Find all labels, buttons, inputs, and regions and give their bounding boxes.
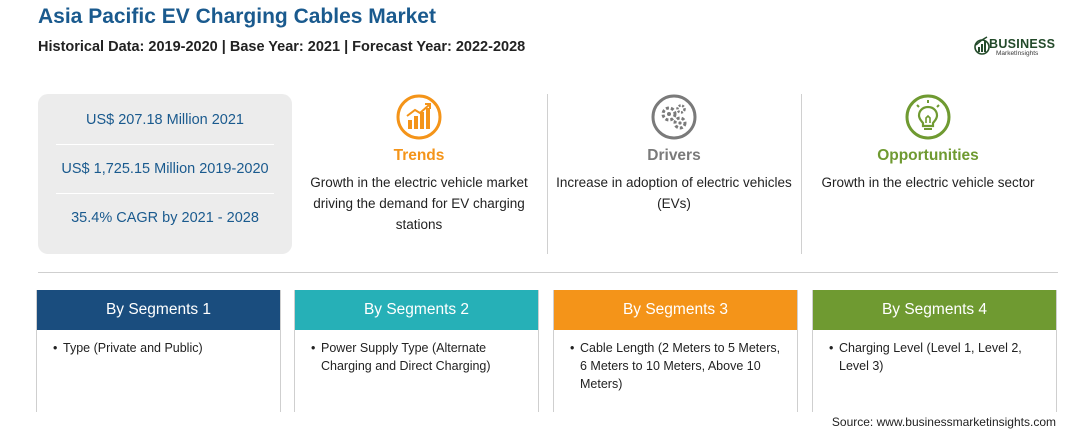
bullet: •: [311, 341, 316, 355]
lightbulb-icon: [905, 94, 951, 140]
feature-label: Trends: [393, 147, 445, 164]
segment-body: • Power Supply Type (Alternate Charging …: [295, 330, 538, 375]
segment-title: By Segments 1: [37, 290, 280, 330]
page-subtitle: Historical Data: 2019-2020 | Base Year: …: [38, 39, 526, 55]
feature-text: Increase in adoption of electric vehicle…: [556, 175, 792, 211]
segment-title: By Segments 4: [813, 290, 1056, 330]
logo-globe-icon: [974, 36, 990, 55]
stat-cagr: 35.4% CAGR by 2021 - 2028: [71, 210, 259, 226]
segment-card-2: By Segments 2 • Power Supply Type (Alter…: [294, 290, 539, 412]
feature-label: Drivers: [647, 147, 701, 164]
logo-tagline: MarketInsights: [996, 50, 1039, 57]
segment-title: By Segments 3: [554, 290, 797, 330]
segment-item: Cable Length (2 Meters to 5 Meters, 6 Me…: [580, 341, 781, 391]
gears-icon: [651, 94, 697, 140]
trend-chart-icon: [396, 94, 442, 140]
feature-divider: [801, 94, 802, 254]
bullet: •: [53, 341, 58, 355]
segment-body: • Charging Level (Level 1, Level 2, Leve…: [813, 330, 1056, 375]
stat-market-value-2021: US$ 207.18 Million 2021: [86, 112, 244, 128]
segment-body: • Type (Private and Public): [37, 330, 280, 357]
feature-drivers: Drivers Increase in adoption of electric…: [549, 94, 799, 214]
segment-card-4: By Segments 4 • Charging Level (Level 1,…: [812, 290, 1057, 412]
feature-text: Growth in the electric vehicle sector: [821, 175, 1035, 190]
segment-card-1: By Segments 1 • Type (Private and Public…: [36, 290, 281, 412]
feature-divider: [547, 94, 548, 254]
bullet: •: [829, 341, 834, 355]
feature-trends: Trends Growth in the electric vehicle ma…: [294, 94, 544, 235]
segment-body: • Cable Length (2 Meters to 5 Meters, 6 …: [554, 330, 797, 393]
business-market-insights-logo: BUSINESS MarketInsights: [974, 35, 1074, 61]
segment-item: Power Supply Type (Alternate Charging an…: [321, 341, 491, 373]
feature-label: Opportunities: [877, 147, 979, 164]
segment-item: Type (Private and Public): [63, 341, 203, 355]
logo-name: BUSINESS: [989, 37, 1056, 51]
feature-opportunities: Opportunities Growth in the electric veh…: [803, 94, 1053, 193]
stat-divider: [56, 193, 274, 194]
page-title: Asia Pacific EV Charging Cables Market: [38, 5, 436, 28]
stat-divider: [56, 144, 274, 145]
key-stats-panel: US$ 207.18 Million 2021 US$ 1,725.15 Mil…: [38, 94, 292, 254]
segment-title: By Segments 2: [295, 290, 538, 330]
feature-text: Growth in the electric vehicle market dr…: [310, 175, 528, 232]
section-divider: [38, 272, 1058, 273]
segment-card-3: By Segments 3 • Cable Length (2 Meters t…: [553, 290, 798, 412]
segment-item: Charging Level (Level 1, Level 2, Level …: [839, 341, 1022, 373]
source-credit: Source: www.businessmarketinsights.com: [831, 415, 1056, 429]
bullet: •: [570, 341, 575, 355]
stat-market-value-historical: US$ 1,725.15 Million 2019-2020: [61, 161, 269, 177]
